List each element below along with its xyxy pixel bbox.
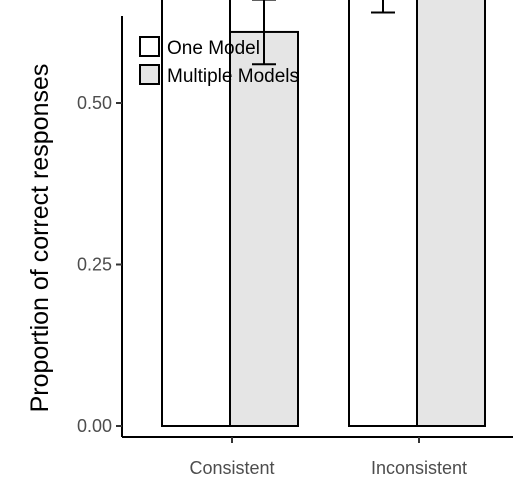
bar-multiple-models (229, 30, 299, 427)
plot-area: 0.000.250.500.751.00 (77, 0, 513, 443)
y-tick-label: 0.25 (77, 255, 112, 275)
x-tick-label-consistent: Consistent (189, 458, 274, 478)
y-tick-label: 0.00 (77, 416, 112, 436)
y-axis-title: Proportion of correct responses (26, 64, 54, 413)
legend-key-one-model (139, 36, 160, 57)
legend-key-multiple-models (139, 64, 160, 85)
legend-label-one-model: One Model (167, 38, 260, 59)
bar-one-model (161, 0, 231, 427)
x-tick-label-inconsistent: Inconsistent (371, 458, 467, 478)
legend: One Model Multiple Models (139, 36, 299, 87)
x-tick-labels: Consistent Inconsistent (189, 458, 467, 478)
legend-label-multiple-models: Multiple Models (167, 66, 299, 87)
bar-one-model (348, 0, 418, 427)
y-tick-label: 0.50 (77, 93, 112, 113)
bar-multiple-models (416, 0, 486, 427)
